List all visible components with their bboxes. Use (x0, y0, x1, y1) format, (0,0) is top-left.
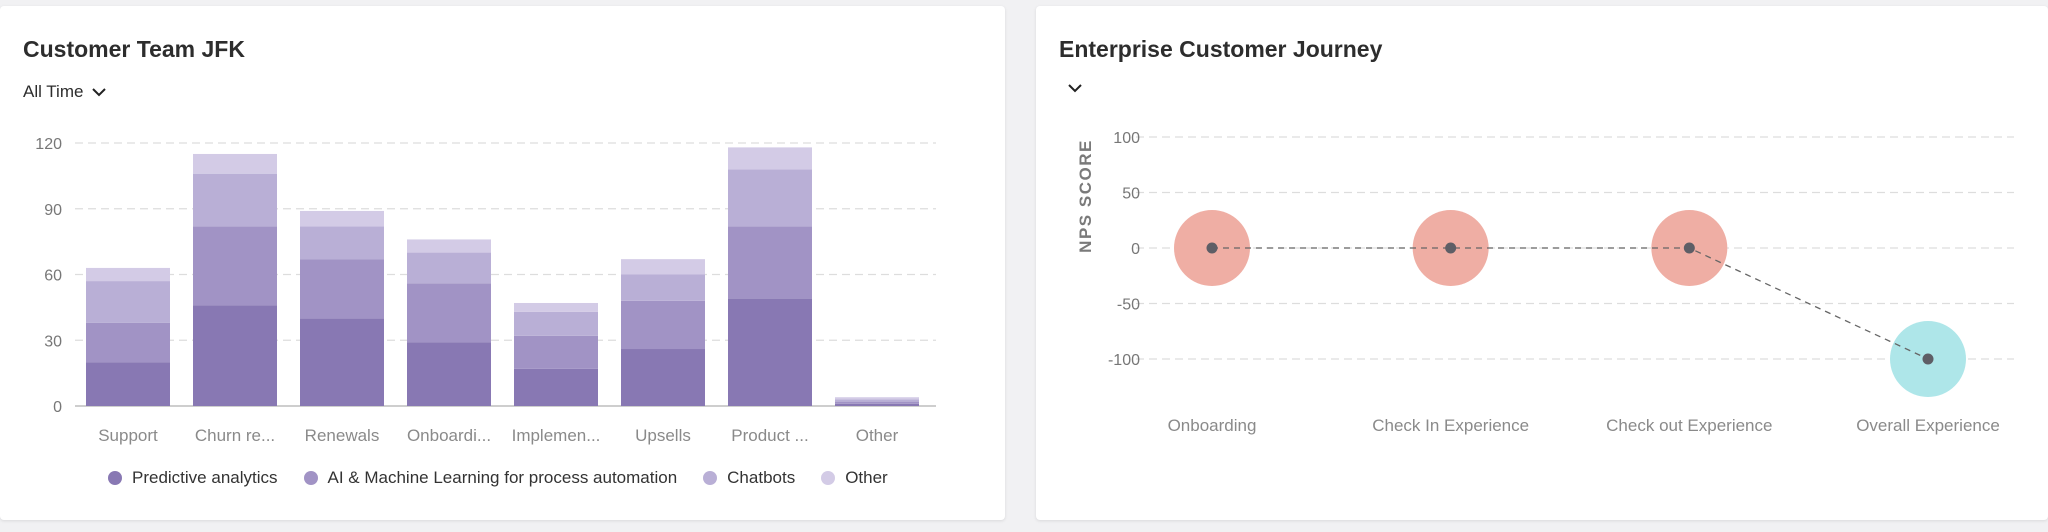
bar-segment (835, 397, 919, 400)
y-tick-label: -100 (1108, 352, 1140, 369)
legend-item[interactable]: Other (821, 468, 888, 488)
bar-segment (193, 305, 277, 406)
y-tick-label: 30 (44, 333, 62, 350)
bar-segment (300, 259, 384, 319)
bar-segment (86, 267, 170, 282)
card-title: Customer Team JFK (23, 36, 245, 62)
x-tick-label: Renewals (305, 426, 380, 445)
bar-segment (835, 401, 919, 404)
legend-label: Other (845, 468, 888, 487)
data-point (1683, 242, 1695, 254)
legend-item[interactable]: Predictive analytics (108, 468, 278, 488)
bar-segment (86, 281, 170, 323)
x-tick-label: Implemen... (512, 426, 601, 445)
bar-segment (514, 335, 598, 369)
bar-segment (407, 283, 491, 343)
chart-legend: Predictive analytics AI & Machine Learni… (108, 468, 888, 488)
data-point (1922, 353, 1934, 365)
bar-segment (300, 210, 384, 227)
journey-dropdown[interactable] (1059, 76, 1083, 100)
legend-swatch (703, 471, 718, 485)
bar-segment (193, 153, 277, 174)
x-tick-label: Product ... (731, 426, 808, 445)
chevron-down-icon (1068, 84, 1082, 93)
customer-team-card: Customer Team JFK All Time 0 30 60 90 120 Sup… (0, 6, 1005, 520)
bar-segment (193, 173, 277, 227)
legend-swatch (108, 471, 122, 485)
bar-segment (514, 302, 598, 312)
bar-segment (728, 226, 812, 299)
y-tick-label: 60 (44, 268, 62, 285)
y-tick-label: 90 (44, 202, 62, 219)
stacked-bar-chart: 0 30 60 90 120 Support Churn re... Renewals Onbo… (35, 136, 936, 445)
bar-segment (621, 274, 705, 301)
card-title: Enterprise Customer Journey (1059, 36, 1383, 62)
bar-segment (193, 226, 277, 306)
bar-segment (86, 362, 170, 406)
legend-label: Chatbots (727, 468, 796, 487)
bar-segment (407, 342, 491, 406)
legend-item[interactable]: AI & Machine Learning for process automa… (303, 468, 678, 488)
bar-segment (621, 300, 705, 350)
customer-journey-card: Enterprise Customer Journey 100 50 0 -50 -10… (1036, 6, 2048, 520)
x-tick-label: Upsells (635, 426, 691, 445)
x-tick-label: Overall Experience (1856, 416, 2000, 435)
nps-score-chart: 100 50 0 -50 -100 NPS SCORE Onboarding Check In… (1076, 130, 2014, 435)
x-tick-label: Support (98, 426, 158, 445)
legend-swatch (303, 471, 318, 485)
dropdown-label: All Time (23, 82, 84, 101)
x-tick-label: Other (856, 426, 899, 445)
x-tick-label: Check In Experience (1372, 416, 1529, 435)
x-tick-label: Onboarding (1168, 416, 1257, 435)
x-tick-label: Onboardi... (407, 426, 491, 445)
y-tick-label: 120 (35, 136, 62, 153)
y-tick-label: -50 (1117, 297, 1140, 314)
time-range-dropdown[interactable]: All Time (23, 80, 107, 104)
y-tick-label: 0 (1131, 241, 1140, 258)
legend-swatch (821, 471, 836, 485)
bar-segment (621, 259, 705, 275)
legend-label: AI & Machine Learning for process automa… (327, 468, 678, 487)
x-tick-label: Check out Experience (1606, 416, 1772, 435)
chevron-down-icon (92, 88, 107, 97)
trend-line (1212, 247, 1929, 360)
bar-segment (514, 368, 598, 406)
y-tick-label: 100 (1113, 130, 1140, 147)
y-axis-label: NPS SCORE (1076, 139, 1095, 253)
bar-segment (621, 349, 705, 406)
y-tick-label: 0 (53, 399, 62, 416)
bar-segment (300, 318, 384, 406)
bar-segment (728, 298, 812, 406)
bar-segment (835, 403, 919, 406)
bar-segment (407, 252, 491, 284)
legend-item[interactable]: Chatbots (703, 468, 795, 488)
bar-segment (728, 169, 812, 227)
y-tick-label: 50 (1122, 186, 1140, 203)
bar-segment (300, 226, 384, 260)
bar-segment (407, 239, 491, 253)
data-point (1445, 242, 1457, 254)
legend-label: Predictive analytics (132, 468, 278, 487)
bar-segment (835, 399, 919, 402)
x-tick-label: Churn re... (195, 426, 275, 445)
bar-segment (514, 311, 598, 336)
bar-segment (728, 147, 812, 170)
bar-segment (86, 322, 170, 363)
data-point (1206, 242, 1218, 254)
